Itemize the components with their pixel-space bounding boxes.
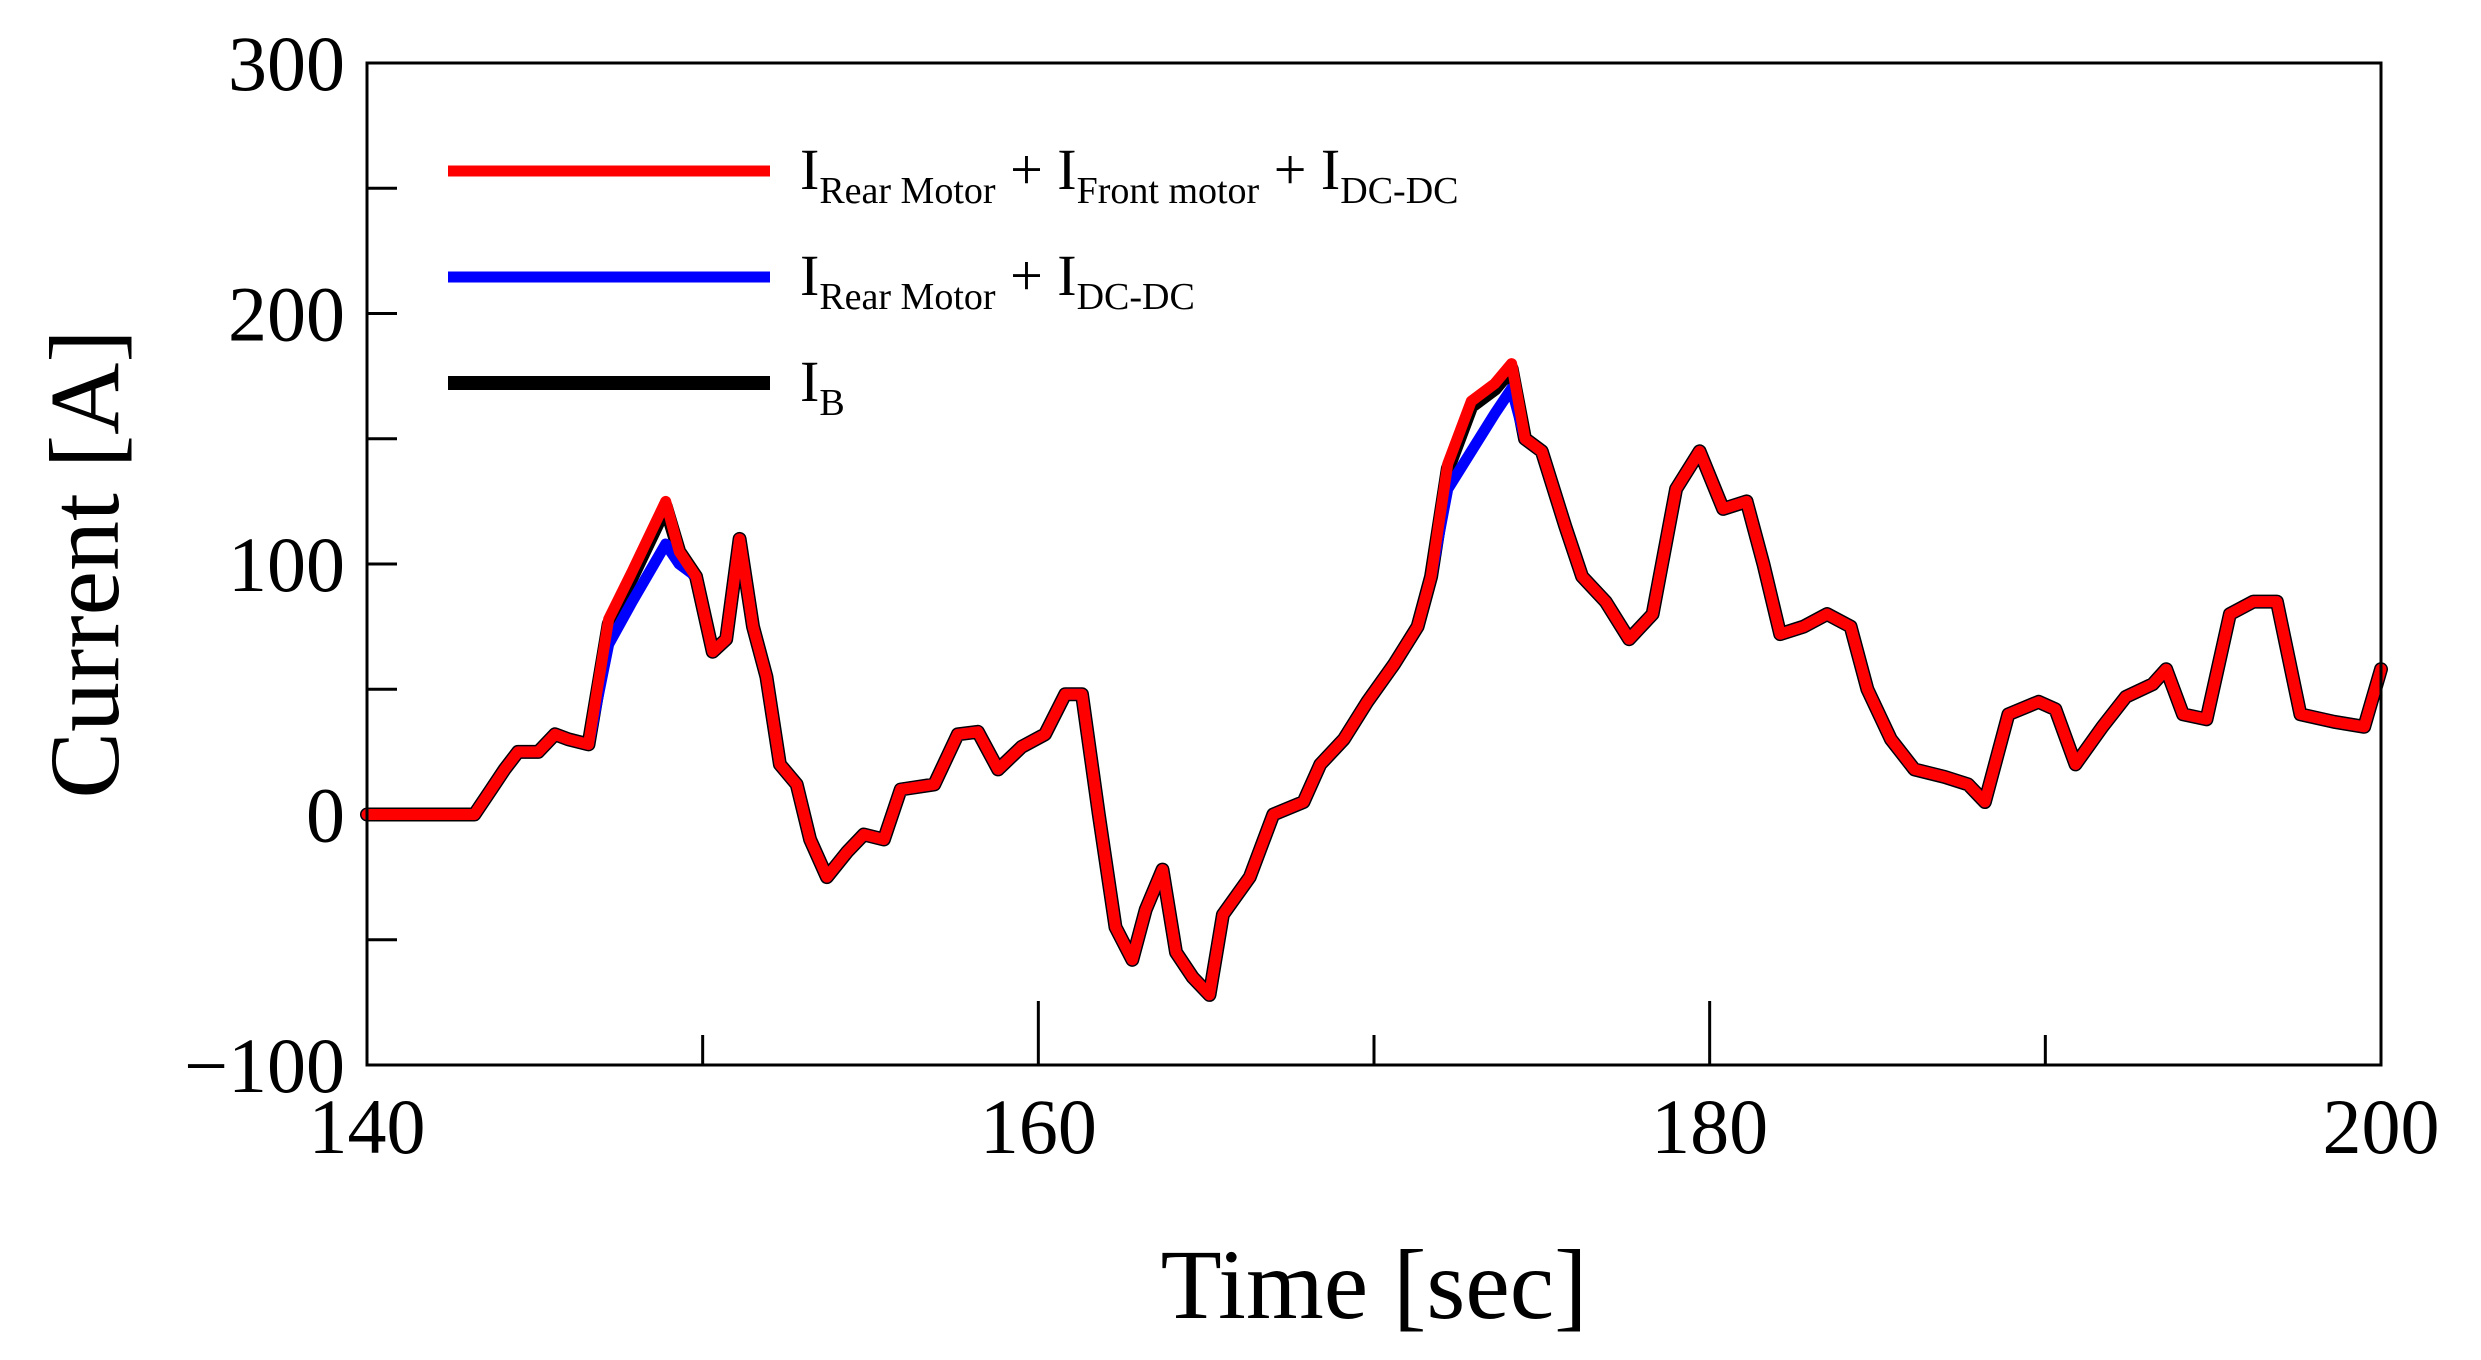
- legend-label-part: Rear Motor: [819, 276, 996, 318]
- y-tick-label: 0: [306, 772, 345, 859]
- y-tick-label: 200: [228, 271, 345, 358]
- legend-label-part: + I: [996, 137, 1077, 202]
- legend-label-part: I: [800, 243, 819, 308]
- y-tick-label: 300: [228, 20, 345, 107]
- x-tick-label: 200: [2323, 1083, 2440, 1170]
- legend-label-part: I: [800, 349, 819, 414]
- legend-label-part: DC-DC: [1340, 170, 1458, 212]
- y-tick-label: −100: [184, 1022, 345, 1109]
- series-line: [360, 361, 2388, 1002]
- x-tick-label: 180: [1651, 1083, 1768, 1170]
- plot-frame: [365, 61, 2383, 1067]
- y-axis-label: Current [A]: [29, 329, 140, 798]
- legend-label-part: DC-DC: [1077, 276, 1195, 318]
- legend-label-part: + I: [996, 243, 1077, 308]
- legend-label-part: B: [819, 382, 844, 424]
- series-line: [361, 358, 2387, 1001]
- x-tick-label: 140: [309, 1083, 426, 1170]
- legend-label: IRear Motor + IDC-DC: [800, 243, 1195, 318]
- legend-label-part: + I: [1259, 137, 1340, 202]
- x-axis-label: Time [sec]: [1161, 1229, 1588, 1340]
- legend-label-part: Rear Motor: [819, 170, 996, 212]
- legend-label: IRear Motor + IFront motor + IDC-DC: [800, 137, 1458, 212]
- x-tick-label: 160: [980, 1083, 1097, 1170]
- legend-label-part: Front motor: [1077, 170, 1260, 212]
- legend-label-part: I: [800, 137, 819, 202]
- y-tick-label: 100: [228, 521, 345, 608]
- legend-label: IB: [800, 349, 845, 424]
